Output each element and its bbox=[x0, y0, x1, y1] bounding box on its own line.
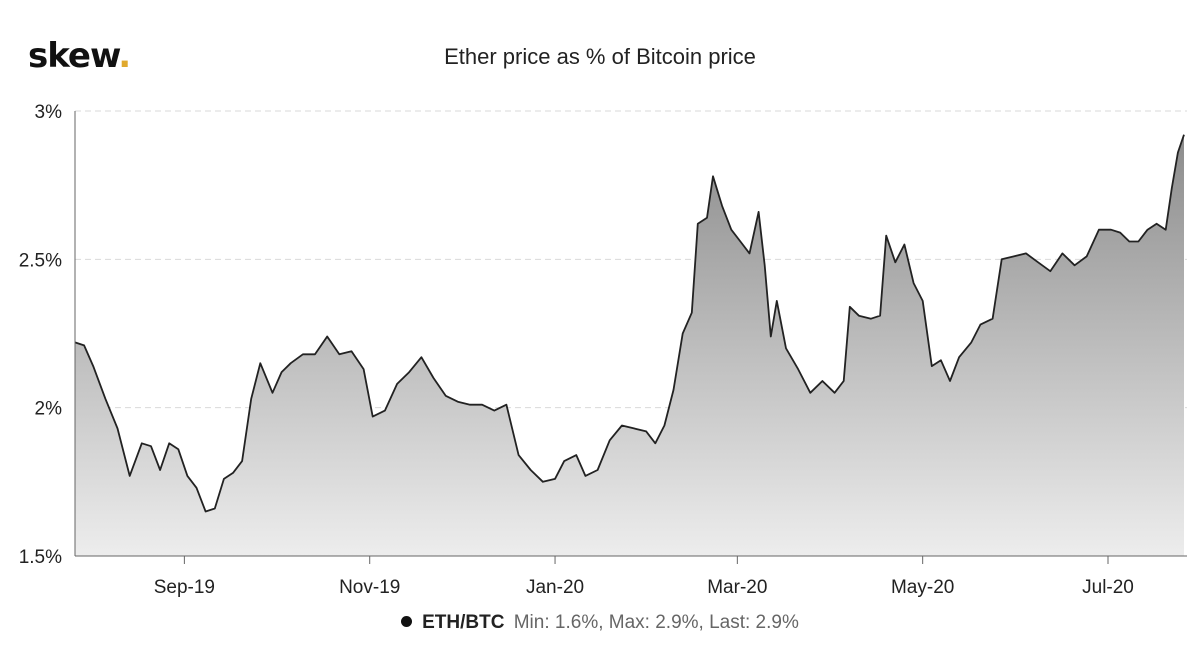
x-tick-label: May-20 bbox=[891, 577, 954, 598]
chart-legend: ETH/BTC Min: 1.6%, Max: 2.9%, Last: 2.9% bbox=[0, 612, 1200, 634]
logo-dot: . bbox=[118, 36, 131, 76]
y-tick-label: 2% bbox=[35, 399, 63, 420]
x-tick-label: Jan-20 bbox=[526, 577, 584, 598]
x-tick-label: Jul-20 bbox=[1082, 577, 1134, 598]
legend-series-stats: Min: 1.6%, Max: 2.9%, Last: 2.9% bbox=[513, 612, 799, 633]
x-tick-label: Sep-19 bbox=[154, 577, 215, 598]
x-tick-label: Mar-20 bbox=[707, 577, 767, 598]
y-tick-label: 1.5% bbox=[19, 547, 62, 568]
series-area-eth-btc bbox=[75, 134, 1184, 556]
series-line-eth-btc bbox=[74, 134, 1185, 513]
skew-logo: skew. bbox=[28, 36, 131, 76]
legend-marker bbox=[401, 616, 413, 627]
chart-title: Ether price as % of Bitcoin price bbox=[444, 44, 756, 69]
y-tick-label: 2.5% bbox=[19, 250, 62, 271]
logo-wordmark: skew bbox=[28, 36, 119, 76]
legend-series-name: ETH/BTC bbox=[422, 612, 505, 633]
y-tick-label: 3% bbox=[35, 102, 63, 123]
x-tick-label: Nov-19 bbox=[339, 577, 400, 598]
